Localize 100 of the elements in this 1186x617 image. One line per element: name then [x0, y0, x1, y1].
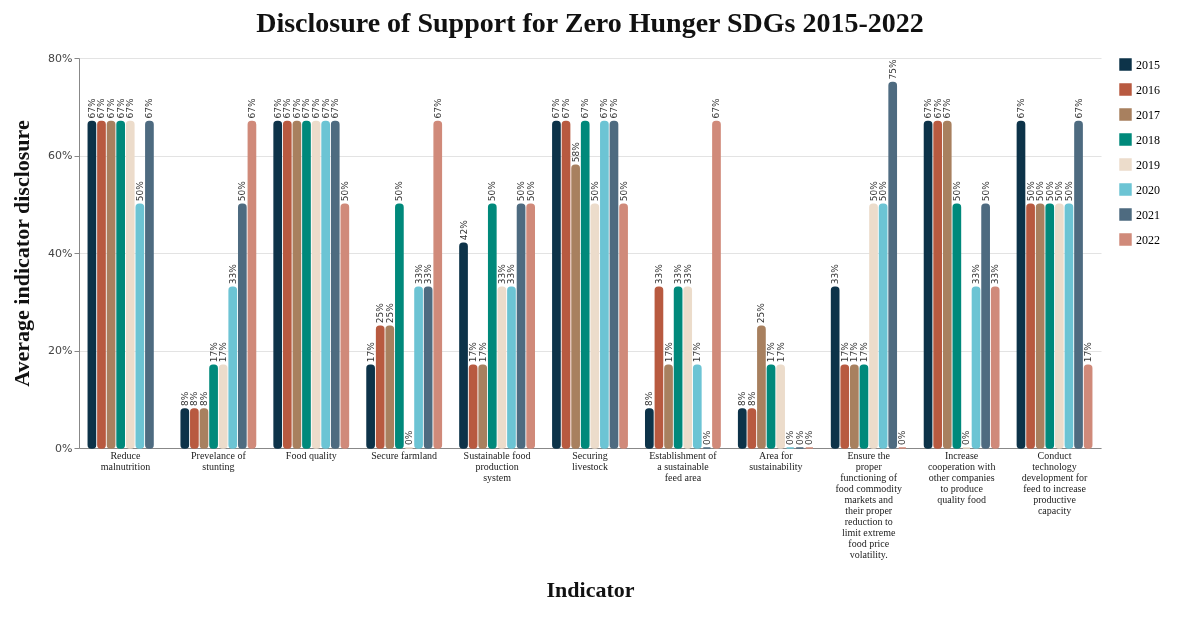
data-label: 8%: [746, 391, 757, 406]
data-label: 17%: [858, 341, 869, 363]
data-label: 0%: [897, 430, 908, 445]
data-label: 50%: [589, 180, 600, 202]
x-tick-label: Area for sustainability: [749, 449, 803, 472]
data-label: 50%: [339, 180, 350, 202]
x-tick-label: Prevelance of stunting: [191, 449, 247, 472]
data-label: 50%: [980, 180, 991, 202]
data-label: 0%: [804, 430, 815, 445]
data-label: 67%: [86, 97, 97, 119]
legend-label: 2017: [1136, 107, 1160, 122]
data-label: 33%: [682, 263, 693, 285]
data-label: 17%: [1083, 341, 1094, 363]
data-label: 67%: [561, 97, 572, 119]
data-label: 17%: [775, 341, 786, 363]
data-label: 67%: [106, 97, 117, 119]
y-tick-label: 0%: [55, 441, 73, 455]
data-label: 8%: [644, 391, 655, 406]
data-label: 50%: [487, 180, 498, 202]
data-label: 17%: [365, 341, 376, 363]
data-label: 67%: [1015, 97, 1026, 119]
data-label: 67%: [144, 97, 155, 119]
data-label: 67%: [711, 97, 722, 119]
data-label: 17%: [477, 341, 488, 363]
data-label: 50%: [516, 180, 527, 202]
data-label: 17%: [208, 341, 219, 363]
data-label: 67%: [330, 97, 341, 119]
y-tick-label: 60%: [48, 149, 73, 162]
data-label: 67%: [599, 97, 610, 119]
legend-label: 2022: [1136, 232, 1160, 247]
x-tick-label: Securing livestock: [571, 449, 609, 472]
x-axis-title: Indicator: [546, 576, 635, 602]
data-label: 67%: [320, 97, 331, 119]
data-label: 0%: [794, 430, 805, 445]
data-label: 50%: [1063, 180, 1074, 202]
data-label: 67%: [272, 97, 283, 119]
data-label: 50%: [1035, 180, 1046, 202]
data-label: 50%: [868, 180, 879, 202]
data-label: 17%: [766, 341, 777, 363]
data-label: 67%: [551, 97, 562, 119]
data-label: 17%: [692, 341, 703, 363]
y-tick-label: 20%: [48, 344, 73, 357]
data-label: 17%: [218, 341, 229, 363]
data-label: 17%: [849, 341, 860, 363]
legend-label: 2016: [1136, 82, 1160, 97]
data-label: 50%: [394, 180, 405, 202]
data-label: 0%: [403, 430, 414, 445]
x-tick-label: Increase cooperation with other companies to produce quality food: [927, 449, 996, 505]
y-tick-label: 40%: [48, 246, 73, 260]
data-label: 67%: [580, 97, 591, 119]
data-label: 67%: [96, 97, 107, 119]
chart-title: Disclosure of Support for Zero Hunger SDGs 2015-2022: [256, 7, 924, 38]
data-label: 67%: [942, 97, 953, 119]
x-tick-label: Secure farmland: [371, 449, 438, 461]
y-tick-label: 80%: [48, 51, 73, 65]
data-label: 33%: [423, 263, 434, 285]
data-label: 67%: [246, 97, 257, 119]
x-tick-label: Sustainable food production system: [463, 449, 531, 483]
data-label: 67%: [923, 97, 934, 119]
data-label: 0%: [701, 430, 712, 445]
data-label: 8%: [198, 391, 209, 406]
legend-label: 2019: [1136, 157, 1160, 172]
data-label: 67%: [608, 97, 619, 119]
legend-label: 2021: [1136, 207, 1160, 222]
legend-label: 2018: [1136, 132, 1160, 147]
x-tick-label: Food quality: [285, 449, 337, 461]
data-label: 58%: [570, 141, 581, 163]
data-label: 50%: [951, 180, 962, 202]
data-label: 67%: [432, 97, 443, 119]
legend-label: 2015: [1136, 57, 1160, 72]
data-label: 67%: [301, 97, 312, 119]
data-label: 17%: [663, 341, 674, 363]
x-tick-label: Conduct technology development for feed to increase productive capacity: [1021, 449, 1089, 516]
data-label: 17%: [839, 341, 850, 363]
data-label: 50%: [1044, 180, 1055, 202]
x-tick-label: Establishment of a sustainable feed area: [649, 449, 718, 483]
data-label: 67%: [125, 97, 136, 119]
data-label: 75%: [887, 58, 898, 80]
data-label: 50%: [134, 180, 145, 202]
data-label: 67%: [1073, 97, 1084, 119]
data-label: 33%: [653, 263, 664, 285]
data-label: 8%: [189, 391, 200, 406]
data-label: 50%: [878, 180, 889, 202]
data-label: 67%: [311, 97, 322, 119]
data-label: 17%: [468, 341, 479, 363]
legend-label: 2020: [1136, 182, 1160, 197]
data-label: 50%: [237, 180, 248, 202]
data-label: 33%: [227, 263, 238, 285]
data-label: 50%: [1054, 180, 1065, 202]
data-label: 33%: [830, 263, 841, 285]
data-label: 33%: [971, 263, 982, 285]
data-label: 25%: [375, 302, 386, 324]
data-label: 50%: [1025, 180, 1036, 202]
data-label: 33%: [496, 263, 507, 285]
data-label: 0%: [961, 430, 972, 445]
data-label: 33%: [506, 263, 517, 285]
data-label: 67%: [115, 97, 126, 119]
data-label: 8%: [179, 391, 190, 406]
y-axis-title: Average indicator disclosure: [9, 120, 35, 387]
data-label: 0%: [785, 430, 796, 445]
